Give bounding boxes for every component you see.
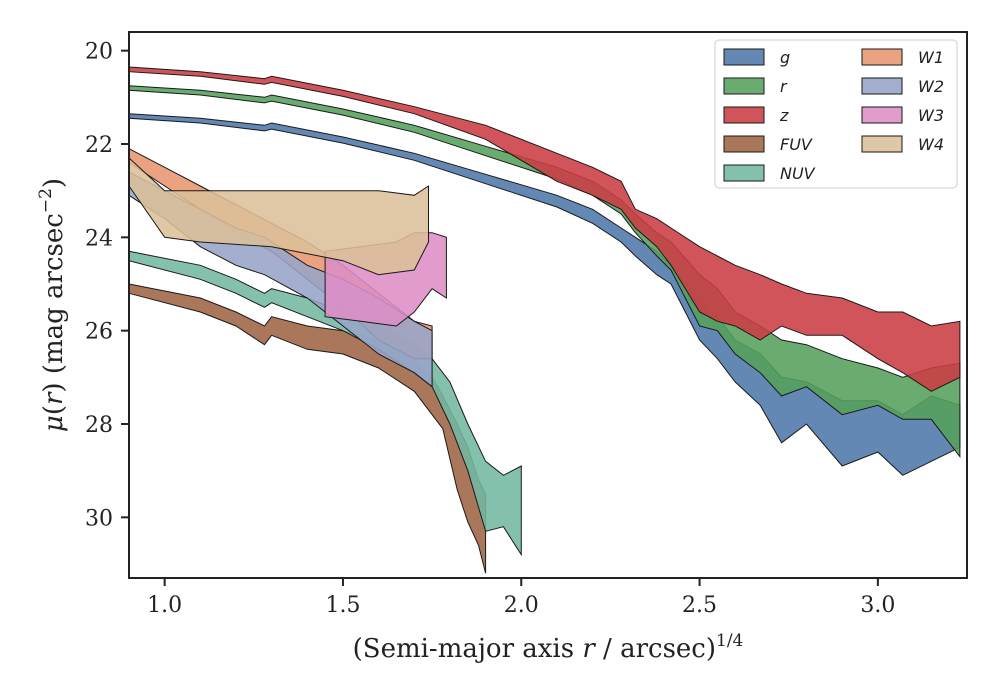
legend-swatch-W3: [861, 106, 903, 124]
x-tick-label: 2.0: [504, 593, 539, 618]
legend-label-FUV: FUV: [780, 135, 813, 154]
x-tick-label: 3.0: [860, 593, 895, 618]
legend: grz FUV NUV W1 W2 W3 W4: [714, 39, 958, 189]
legend-swatch-FUV: [723, 135, 765, 153]
legend-swatch-z: [723, 106, 765, 124]
legend-swatch-W4: [861, 135, 903, 153]
legend-label-g: g: [780, 48, 790, 67]
legend-swatch-W2: [861, 77, 903, 95]
band-W4: [128, 156, 429, 276]
plot-frame: [128, 31, 968, 579]
x-tick-label: 1.0: [147, 593, 182, 618]
legend-label-W3: W3: [918, 106, 944, 125]
legend-label-W4: W4: [918, 135, 944, 154]
legend-label-W1: W1: [918, 48, 944, 67]
y-tick-label: 28: [85, 413, 113, 438]
legend-label-z: z: [779, 106, 789, 125]
legend-swatch-r: [723, 77, 765, 95]
ticks-layer: 1.0 1.5 2.0 2.5 3.0 20 22 24 26 28 30: [85, 40, 895, 618]
legend-label-NUV: NUV: [780, 164, 816, 183]
legend-label-r: r: [780, 77, 788, 96]
legend-swatch-NUV: [723, 164, 765, 182]
legend-label-W2: W2: [918, 77, 944, 96]
x-tick-label: 2.5: [682, 593, 717, 618]
x-axis-label: (Semi-major axis r / arcsec)1/4: [353, 631, 744, 664]
legend-swatch-g: [723, 48, 765, 66]
y-tick-label: 30: [85, 506, 113, 531]
band-z: [128, 66, 961, 392]
y-tick-label: 24: [85, 226, 113, 251]
y-tick-label: 22: [85, 133, 113, 158]
y-tick-label: 20: [85, 40, 113, 65]
y-tick-label: 26: [85, 320, 113, 345]
y-axis-label: μ(r) (mag arcsec−2): [36, 178, 69, 432]
legend-swatch-W1: [861, 48, 903, 66]
bands-layer: [128, 66, 961, 574]
x-tick-label: 1.5: [325, 593, 360, 618]
